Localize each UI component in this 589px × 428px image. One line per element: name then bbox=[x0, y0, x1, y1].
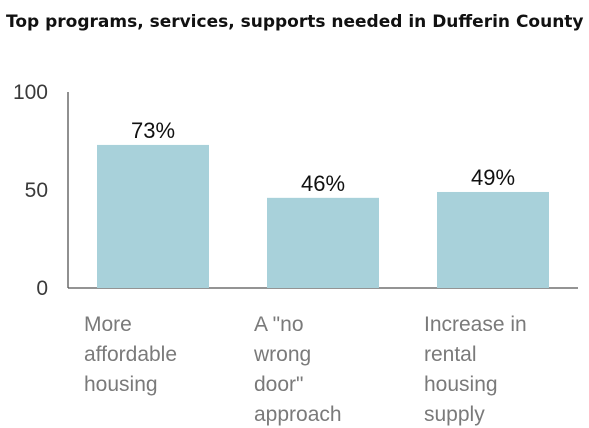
x-tick-label: housing bbox=[424, 373, 498, 396]
x-tick-label: approach bbox=[254, 403, 342, 426]
x-tick-label: wrong bbox=[253, 343, 311, 366]
x-tick-label: More bbox=[84, 313, 132, 336]
data-label: 46% bbox=[301, 171, 345, 196]
x-tick-label: door" bbox=[254, 373, 304, 396]
x-tick-label: supply bbox=[424, 403, 485, 426]
bar bbox=[267, 197, 379, 288]
y-tick-label: 50 bbox=[25, 179, 48, 202]
x-tick-label: rental bbox=[424, 343, 477, 366]
y-tick-label: 0 bbox=[36, 277, 48, 300]
bar bbox=[437, 191, 549, 288]
chart-title: Top programs, services, supports needed … bbox=[6, 12, 584, 32]
y-tick-label: 100 bbox=[13, 81, 48, 104]
x-tick-label: Increase in bbox=[424, 313, 527, 336]
x-tick-label: housing bbox=[84, 373, 158, 396]
x-tick-label: A "no bbox=[254, 313, 304, 336]
x-tick-label: affordable bbox=[84, 343, 177, 366]
bar bbox=[97, 144, 209, 288]
data-label: 49% bbox=[471, 165, 515, 190]
data-label: 73% bbox=[131, 118, 175, 143]
